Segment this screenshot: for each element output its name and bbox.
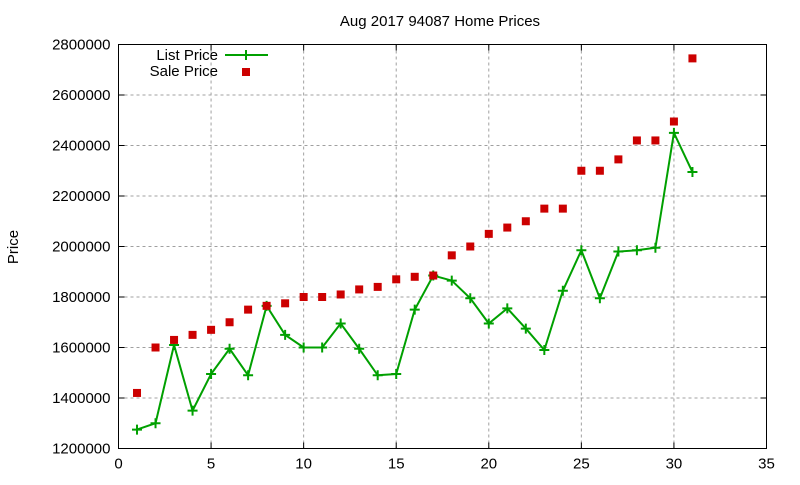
y-tick-label: 2800000 — [52, 37, 110, 54]
list-price-point — [520, 323, 531, 334]
sale-price-point — [336, 290, 345, 299]
sale-price-point — [447, 251, 456, 260]
sale-price-point — [688, 54, 697, 63]
y-tick-label: 1600000 — [52, 340, 110, 357]
list-price-point — [391, 369, 402, 380]
sale-price-point — [225, 318, 234, 327]
sale-price-point — [558, 204, 567, 213]
y-tick-label: 1200000 — [52, 441, 110, 458]
legend-label-list-price: List Price — [156, 47, 218, 64]
x-tick-label: 5 — [207, 456, 215, 473]
sale-price-point — [521, 217, 530, 226]
legend-label-sale-price: Sale Price — [150, 63, 218, 80]
list-price-point — [298, 342, 309, 353]
x-tick-label: 20 — [480, 456, 497, 473]
sale-price-point — [614, 155, 623, 164]
list-price-point — [687, 167, 698, 178]
list-price-point — [132, 424, 143, 435]
list-price-point — [317, 342, 328, 353]
grid — [118, 44, 767, 449]
list-price-point — [150, 418, 161, 429]
list-price-point — [243, 370, 254, 381]
sale-price-point — [484, 229, 493, 238]
list-price-point — [502, 303, 513, 314]
sale-price-point — [429, 271, 438, 280]
list-price-line — [136, 129, 694, 431]
sale-price-point — [669, 117, 678, 126]
x-tick-label: 30 — [666, 456, 683, 473]
sale-price-point — [466, 242, 475, 251]
list-price-point — [465, 293, 476, 304]
sale-price-point — [299, 293, 308, 301]
x-tick-label: 15 — [388, 456, 405, 473]
list-price-point — [631, 245, 642, 256]
list-price-point — [650, 242, 661, 253]
y-axis-label: Price — [5, 230, 22, 264]
y-tick-label: 2600000 — [52, 87, 110, 104]
list-price-point — [594, 293, 605, 304]
list-price-point — [483, 318, 494, 329]
sale-price-point — [133, 388, 142, 397]
x-tick-label: 0 — [114, 456, 122, 473]
legend: List Price Sale Price — [150, 47, 268, 80]
list-price-point — [280, 329, 291, 340]
series — [132, 54, 698, 435]
list-price-point — [613, 246, 624, 257]
list-price-point — [372, 370, 383, 381]
sale-price-point — [595, 166, 604, 175]
list-price-point — [335, 318, 346, 329]
sale-price-point — [373, 282, 382, 291]
sale-price-point — [392, 275, 401, 284]
y-tick-label: 2000000 — [52, 239, 110, 256]
list-price-point — [354, 343, 365, 354]
sale-price-point — [410, 272, 419, 281]
sale-price-point — [355, 285, 364, 294]
sale-price-point — [188, 330, 197, 339]
list-price-point — [576, 245, 587, 256]
x-tick-label: 10 — [295, 456, 312, 473]
list-price-point — [539, 345, 550, 356]
legend-marker-sale-price — [242, 68, 250, 76]
y-tick-label: 1800000 — [52, 289, 110, 306]
list-price-point — [668, 127, 679, 138]
list-price-point — [446, 275, 457, 286]
sale-price-point — [632, 136, 641, 145]
legend-marker-list-price — [241, 50, 251, 60]
sale-price-point — [577, 166, 586, 175]
list-price-point — [409, 304, 420, 315]
y-tick-label: 1400000 — [52, 390, 110, 407]
x-tick-label: 35 — [758, 456, 775, 473]
sale-price-point — [262, 301, 271, 310]
sale-price-point — [651, 136, 660, 145]
y-tick-label: 2400000 — [52, 138, 110, 155]
sale-price-point — [540, 204, 549, 213]
sale-price-point — [503, 223, 512, 232]
x-tick-label: 25 — [573, 456, 590, 473]
list-price-point — [187, 405, 198, 416]
chart-title: Aug 2017 94087 Home Prices — [340, 13, 540, 30]
list-price-point — [224, 343, 235, 354]
sale-price-point — [151, 343, 160, 352]
list-price-point — [206, 369, 217, 380]
y-tick-label: 2200000 — [52, 188, 110, 205]
axis-ticks: 0 5 10 15 20 25 30 35 1200000 1400000 1600000 18000… — [52, 37, 775, 473]
sale-price-point — [170, 335, 179, 344]
sale-price-point — [318, 293, 327, 301]
sale-price-point — [244, 305, 253, 314]
list-price-point — [557, 285, 568, 296]
sale-price-point — [281, 299, 290, 308]
sale-price-point — [207, 325, 216, 334]
